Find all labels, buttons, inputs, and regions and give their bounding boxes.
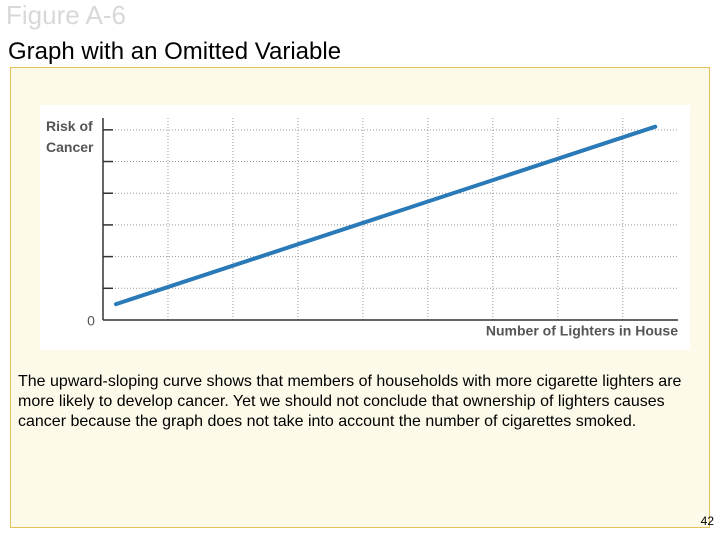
y-tick-label: 0 bbox=[87, 313, 95, 329]
page-number: 42 bbox=[700, 514, 714, 528]
slide-title: Graph with an Omitted Variable bbox=[8, 38, 342, 65]
caption: The upward-sloping curve shows that memb… bbox=[18, 373, 682, 430]
x-axis-label: Number of Lighters in House bbox=[486, 323, 678, 339]
y-axis-label: Risk of Cancer bbox=[46, 118, 94, 155]
chart-background bbox=[40, 105, 690, 350]
figure-label: Figure A-6 bbox=[6, 0, 126, 30]
data-line bbox=[113, 124, 658, 307]
